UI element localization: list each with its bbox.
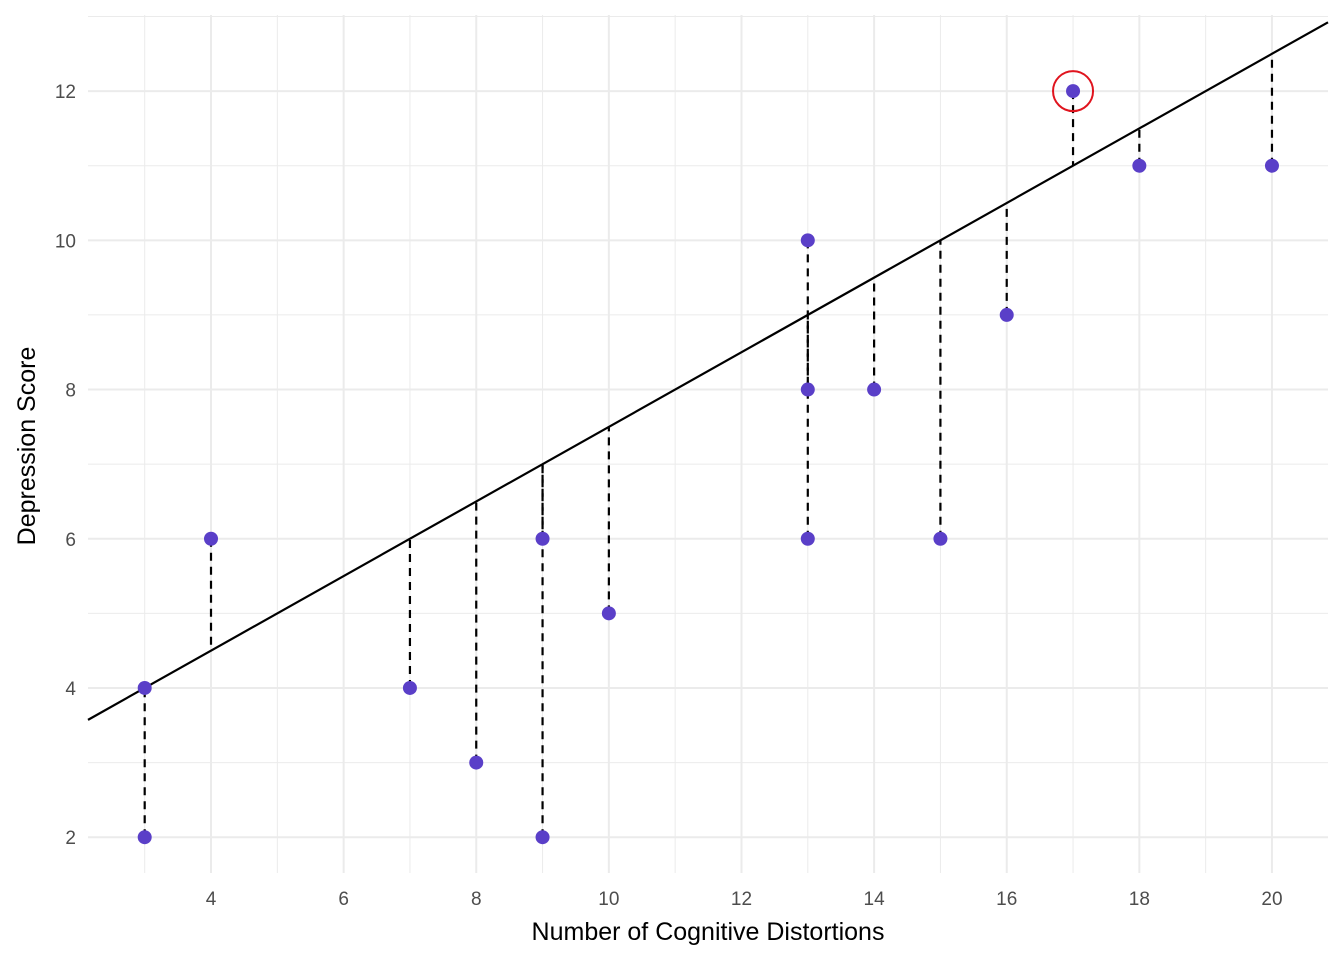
data-point	[1264, 158, 1279, 173]
data-point	[601, 606, 616, 621]
data-point	[137, 680, 152, 695]
x-axis-label: Number of Cognitive Distortions	[532, 918, 885, 946]
residual-lines	[143, 53, 1274, 838]
y-tick-label: 12	[55, 82, 76, 103]
x-tick-label: 20	[1261, 889, 1282, 910]
x-tick-label: 10	[598, 889, 619, 910]
x-tick-label: 8	[471, 889, 482, 910]
y-tick-label: 10	[55, 231, 76, 252]
x-tick-label: 6	[338, 889, 349, 910]
x-tick-labels: 4 6 8 10 12 14 16 18 20	[206, 889, 1283, 910]
y-axis-label: Depression Score	[13, 347, 41, 546]
data-point	[1132, 158, 1147, 173]
data-point	[204, 531, 219, 546]
data-point	[1066, 84, 1081, 99]
x-tick-label: 16	[996, 889, 1017, 910]
regression-line-segment	[87, 21, 1329, 721]
grid	[88, 15, 1328, 873]
data-point	[800, 382, 815, 397]
data-point	[535, 531, 550, 546]
data-point	[137, 830, 152, 845]
data-point	[800, 233, 815, 248]
data-point	[867, 382, 882, 397]
data-point	[800, 531, 815, 546]
highlight-circle	[1052, 70, 1095, 113]
y-tick-label: 4	[65, 679, 76, 700]
y-tick-label: 6	[65, 530, 76, 551]
x-tick-label: 14	[864, 889, 886, 910]
x-tick-label: 18	[1129, 889, 1150, 910]
data-point	[402, 680, 417, 695]
data-points	[137, 70, 1279, 845]
x-tick-label: 12	[731, 889, 752, 910]
regression-line	[87, 21, 1329, 721]
data-point	[535, 830, 550, 845]
y-tick-label: 2	[65, 828, 76, 849]
data-point	[999, 307, 1014, 322]
data-point	[933, 531, 948, 546]
y-tick-labels: 2 4 6 8 10 12	[55, 82, 77, 849]
data-point	[469, 755, 484, 770]
x-tick-label: 4	[206, 889, 217, 910]
y-tick-label: 8	[65, 381, 76, 402]
